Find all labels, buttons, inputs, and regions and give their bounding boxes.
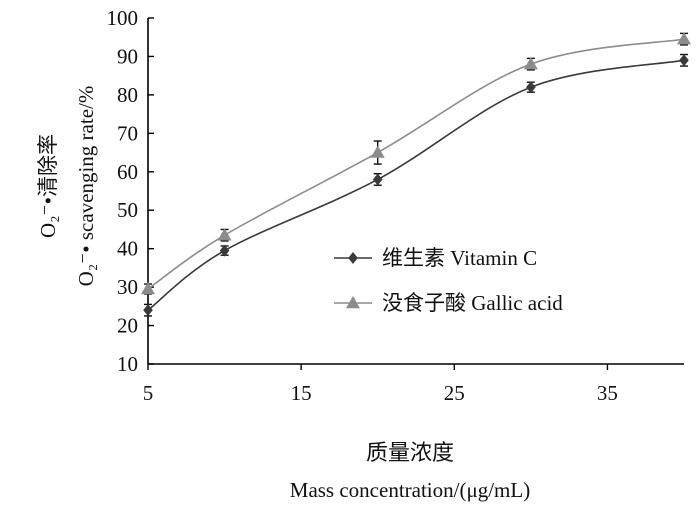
x-tick-label: 35 xyxy=(597,381,618,405)
x-tick-label: 15 xyxy=(291,381,312,405)
data-point xyxy=(370,145,385,158)
y-tick-label: 70 xyxy=(117,121,138,145)
x-tick-label: 5 xyxy=(143,381,154,405)
legend-label: 没食子酸 Gallic acid xyxy=(382,291,563,315)
y-tick-label: 10 xyxy=(117,352,138,376)
data-point xyxy=(141,282,155,295)
y-tick-label: 20 xyxy=(117,314,138,338)
y-tick-label: 60 xyxy=(117,160,138,184)
y-tick-label: 80 xyxy=(117,83,138,107)
data-point xyxy=(679,54,689,67)
data-point xyxy=(217,228,232,241)
series-line xyxy=(147,38,685,290)
y-tick-label: 40 xyxy=(117,237,138,261)
x-axis-label-cn: 质量浓度 xyxy=(366,440,454,465)
data-point xyxy=(372,173,383,186)
data-point xyxy=(523,57,538,70)
y-tick-label: 30 xyxy=(117,275,138,299)
legend-label: 维生素 Vitamin C xyxy=(382,246,537,270)
y-tick-label: 50 xyxy=(117,198,138,222)
series-vitamin-c xyxy=(143,53,689,317)
data-point xyxy=(219,244,230,257)
y-tick-label: 90 xyxy=(117,44,138,68)
legend-marker xyxy=(346,296,360,309)
x-tick-labels: 5 15 25 35 xyxy=(143,364,618,405)
legend-marker xyxy=(348,252,358,264)
legend-item: 没食子酸 Gallic acid xyxy=(334,291,563,315)
y-tick-labels: 10 20 30 40 50 60 70 80 90 100 xyxy=(107,6,154,376)
data-point xyxy=(677,32,691,45)
y-axis-label-cn: O₂⁻•清除率 xyxy=(36,134,60,238)
series-line xyxy=(147,59,685,311)
plot-area xyxy=(141,32,691,317)
y-axis-label-en: O₂⁻• scavenging rate/% xyxy=(74,86,98,287)
data-point xyxy=(143,304,153,317)
series-gallic-acid xyxy=(141,32,691,295)
data-point xyxy=(526,81,536,94)
y-tick-label: 100 xyxy=(107,6,139,30)
legend: 维生素 Vitamin C 没食子酸 Gallic acid xyxy=(334,246,563,315)
legend-item: 维生素 Vitamin C xyxy=(334,246,537,270)
x-axis-label-en: Mass concentration/(μg/mL) xyxy=(290,478,530,502)
x-tick-label: 25 xyxy=(444,381,465,405)
